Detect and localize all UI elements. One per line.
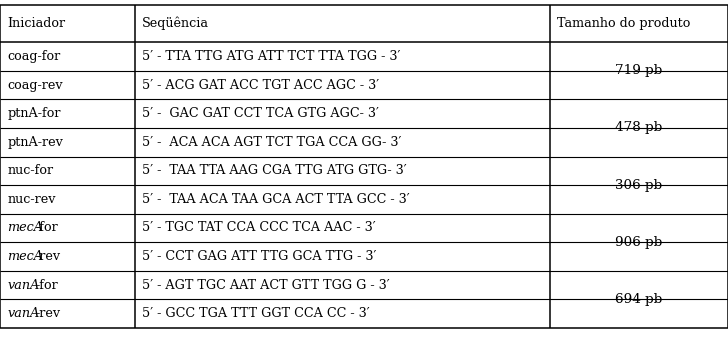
Text: Iniciador: Iniciador — [7, 17, 66, 30]
Text: 5′ -  ACA ACA AGT TCT TGA CCA GG- 3′: 5′ - ACA ACA AGT TCT TGA CCA GG- 3′ — [142, 136, 401, 149]
Text: -rev: -rev — [36, 307, 60, 320]
Text: ptnA-rev: ptnA-rev — [7, 136, 63, 149]
Text: -for: -for — [36, 222, 58, 234]
Text: 5′ -  GAC GAT CCT TCA GTG AGC- 3′: 5′ - GAC GAT CCT TCA GTG AGC- 3′ — [142, 107, 379, 120]
Text: 5′ - AGT TGC AAT ACT GTT TGG G - 3′: 5′ - AGT TGC AAT ACT GTT TGG G - 3′ — [142, 279, 389, 291]
Text: 5′ - CCT GAG ATT TTG GCA TTG - 3′: 5′ - CCT GAG ATT TTG GCA TTG - 3′ — [142, 250, 376, 263]
Text: coag-for: coag-for — [7, 50, 60, 63]
Text: 906 pb: 906 pb — [615, 236, 662, 249]
Text: Tamanho do produto: Tamanho do produto — [557, 17, 690, 30]
Text: -rev: -rev — [36, 250, 60, 263]
Text: 478 pb: 478 pb — [615, 121, 662, 135]
Text: Seqüência: Seqüência — [142, 17, 209, 31]
Text: 5′ - TGC TAT CCA CCC TCA AAC - 3′: 5′ - TGC TAT CCA CCC TCA AAC - 3′ — [142, 222, 376, 234]
Text: 5′ -  TAA ACA TAA GCA ACT TTA GCC - 3′: 5′ - TAA ACA TAA GCA ACT TTA GCC - 3′ — [142, 193, 410, 206]
Text: vanA: vanA — [7, 279, 39, 291]
Text: 5′ - GCC TGA TTT GGT CCA CC - 3′: 5′ - GCC TGA TTT GGT CCA CC - 3′ — [142, 307, 370, 320]
Text: ptnA-for: ptnA-for — [7, 107, 60, 120]
Text: nuc-rev: nuc-rev — [7, 193, 56, 206]
Text: mecA: mecA — [7, 222, 43, 234]
Text: 5′ - ACG GAT ACC TGT ACC AGC - 3′: 5′ - ACG GAT ACC TGT ACC AGC - 3′ — [142, 79, 379, 92]
Text: 5′ -  TAA TTA AAG CGA TTG ATG GTG- 3′: 5′ - TAA TTA AAG CGA TTG ATG GTG- 3′ — [142, 164, 406, 177]
Text: 719 pb: 719 pb — [615, 64, 662, 77]
Text: 694 pb: 694 pb — [615, 293, 662, 306]
Text: coag-rev: coag-rev — [7, 79, 63, 92]
Text: 5′ - TTA TTG ATG ATT TCT TTA TGG - 3′: 5′ - TTA TTG ATG ATT TCT TTA TGG - 3′ — [142, 50, 400, 63]
Text: nuc-for: nuc-for — [7, 164, 53, 177]
Text: 306 pb: 306 pb — [615, 179, 662, 192]
Text: -for: -for — [36, 279, 58, 291]
Text: vanA: vanA — [7, 307, 39, 320]
Text: mecA: mecA — [7, 250, 43, 263]
